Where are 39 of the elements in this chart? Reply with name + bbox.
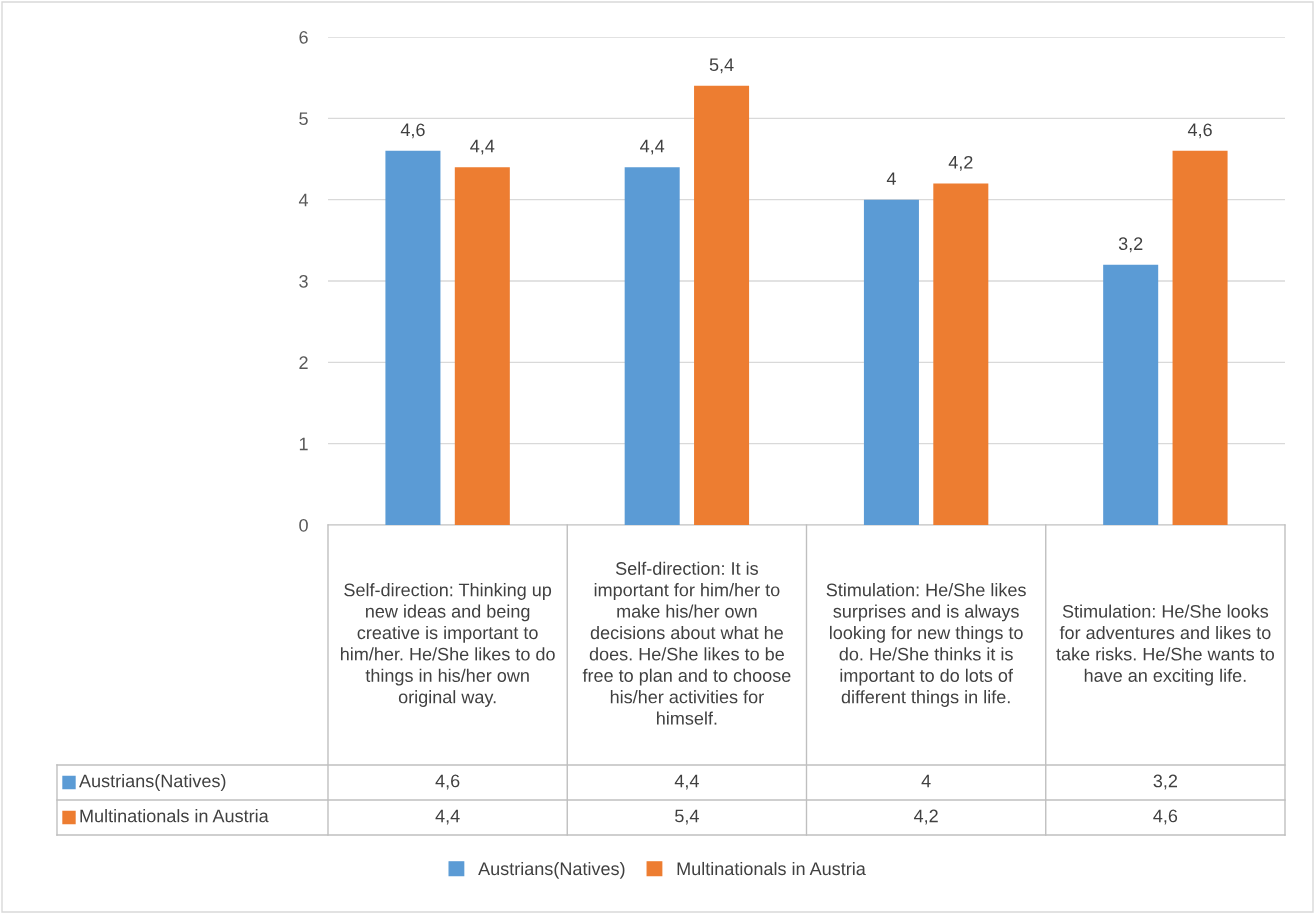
text: 5,4	[709, 58, 734, 74]
bar	[385, 150, 441, 525]
text: 4	[886, 172, 896, 185]
legend-label: Multinationals in Austria	[677, 861, 866, 876]
y-tick-label: 5	[299, 112, 308, 126]
bar	[1172, 150, 1228, 525]
data-label: 4,4	[674, 774, 699, 790]
bar	[454, 167, 510, 525]
data-label: 4,2	[913, 809, 938, 825]
legend-label: Austrians(Natives)	[79, 774, 226, 791]
y-tick-label: 3	[299, 274, 308, 288]
text: Multinationals in Austria	[80, 809, 269, 823]
text: 4,2	[948, 155, 973, 171]
y-tick-label: 1	[299, 437, 308, 451]
text: 4,4	[640, 139, 665, 155]
y-tick-label: 6	[299, 30, 308, 44]
bar	[624, 167, 680, 525]
y-tick-label: 2	[299, 356, 308, 369]
x-tick-label: Self-direction: Thinking up new ideas and being creative is important to him/her. He/She likes to do things in his/her own original way.	[340, 583, 555, 707]
bar	[694, 85, 750, 525]
y-tick-label: 0	[299, 518, 308, 532]
text: 4,4	[470, 139, 495, 155]
text: 4,6	[1187, 123, 1212, 139]
y-tick-label: 4	[298, 193, 309, 207]
bar	[1103, 264, 1159, 525]
x-tick-label: Stimulation: He/She likes surprises and is always looking for new things to do. He/She thinks it is important to do lots of different things in life.	[826, 583, 1026, 707]
data-label: 3,2	[1153, 774, 1178, 790]
data-label: 5,4	[675, 809, 699, 825]
data-label: 4,6	[1153, 809, 1178, 825]
text: 4,6	[400, 123, 425, 139]
text: 3,2	[1118, 237, 1143, 253]
text: Austrians(Natives)	[478, 861, 625, 879]
data-label: 4,6	[435, 774, 460, 790]
data-label: 4	[921, 774, 931, 788]
bar	[863, 199, 919, 525]
x-tick-label: Self-direction: It is important for him/her to make his/her own decisions about what he does. He/She likes to be free to plan and to choose his/her activities for himself.	[582, 561, 791, 725]
data-label: 4,4	[435, 809, 460, 825]
x-tick-label: Stimulation: He/She looks for adventures and likes to take risks. He/She wants to have an exciting life.	[1056, 604, 1275, 686]
bar	[933, 183, 989, 525]
